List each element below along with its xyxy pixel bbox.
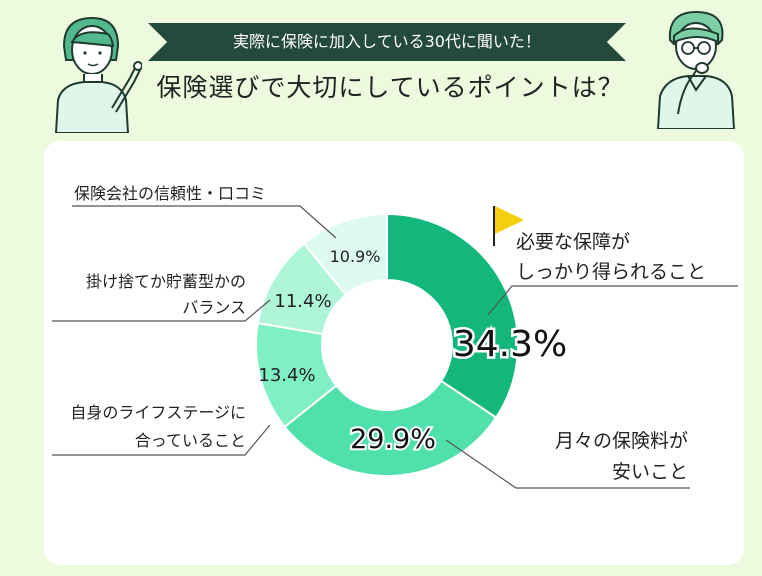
category-label-5: 保険会社の信頼性・口コミ <box>74 184 266 203</box>
value-label-3: 13.4% <box>258 365 315 386</box>
value-label-1: 34.3% <box>453 324 567 365</box>
category-label-2-line-1: 月々の保険料が <box>555 430 688 452</box>
category-label-2-line-2: 安いこと <box>612 461 688 483</box>
category-label-1-line-1: 必要な保障が <box>516 231 630 253</box>
category-label-3-line-1: 自身のライフステージに <box>70 403 246 422</box>
donut-hole <box>321 279 453 411</box>
category-label-4-line-2: バランス <box>182 298 246 317</box>
category-label-4-line-1: 掛け捨てか貯蓄型かの <box>86 272 246 291</box>
man-thinking-illustration <box>656 10 736 129</box>
category-label-1-line-2: しっかり得られること <box>516 261 706 283</box>
value-label-2: 29.9% <box>350 424 436 455</box>
category-label-3-line-2: 合っていること <box>135 431 246 450</box>
value-label-5: 10.9% <box>330 247 381 266</box>
value-label-4: 11.4% <box>274 291 331 312</box>
woman-pointing-illustration <box>54 16 142 133</box>
page-title: 保険選びで大切にしているポイントは？ <box>156 73 624 102</box>
survey-banner: 実際に保険に加入している30代に聞いた！ <box>148 23 626 61</box>
leader-lines <box>52 205 738 489</box>
flag-icon <box>493 206 524 246</box>
